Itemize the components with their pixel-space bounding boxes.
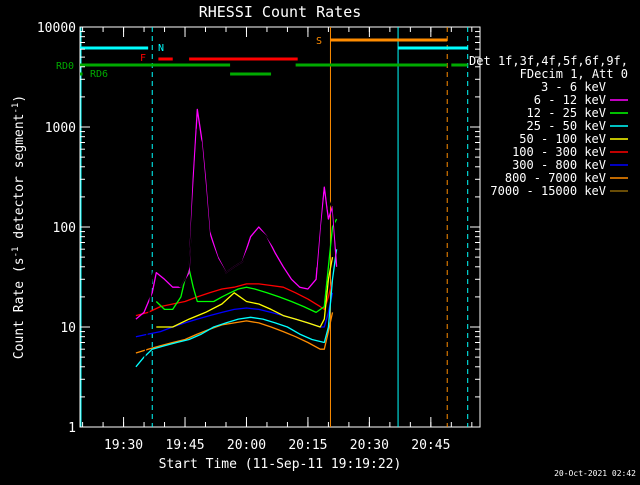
y-axis-label: Count Rate (s-1 detector segment-1)	[11, 95, 27, 359]
chart-title: RHESSI Count Rates	[199, 3, 362, 21]
series-line	[135, 312, 334, 354]
series-line	[135, 279, 334, 317]
x-tick-label: 19:30	[104, 438, 143, 453]
flag-label-f: F	[140, 53, 146, 64]
flag-label-s: S	[316, 36, 322, 47]
flag-label-n: N	[158, 43, 164, 54]
series-line	[156, 256, 334, 328]
plot-overlays: N S F RD0 RD6	[56, 27, 469, 427]
x-tick-label: 20:00	[227, 438, 266, 453]
y-axis-label-part: )	[12, 95, 27, 103]
legend-label: 7000 - 15000 keV	[490, 184, 606, 198]
x-tick-label: 20:30	[350, 438, 389, 453]
legend-header-line1: Det 1f,3f,4f,5f,6f,9f,	[469, 54, 628, 68]
y-axis: 1 10 100 1000 10000	[37, 21, 480, 436]
flag-label-rd6: RD6	[90, 69, 108, 80]
y-tick-label: 10000	[37, 21, 76, 36]
y-axis-label-part: detector segment	[12, 114, 27, 247]
legend-label: 300 - 800 keV	[512, 158, 606, 172]
legend-label: 6 - 12 keV	[534, 93, 606, 107]
series-layer	[135, 108, 338, 388]
legend-label: 25 - 50 keV	[527, 119, 606, 133]
flag-label-rd0: RD0	[56, 61, 74, 72]
y-axis-label-part: Count Rate (s	[12, 257, 27, 359]
legend-label: 100 - 300 keV	[512, 145, 606, 159]
series-line	[155, 218, 338, 314]
legend-header-line2: FDecim 1, Att 0	[520, 67, 628, 81]
x-axis-label: Start Time (11-Sep-11 19:19:22)	[159, 457, 402, 472]
x-tick-label: 20:45	[411, 438, 450, 453]
y-tick-label: 100	[53, 221, 76, 236]
legend-label: 800 - 7000 keV	[505, 171, 606, 185]
y-tick-label: 1	[68, 421, 76, 436]
footer-date: 20-Oct-2021 02:42	[554, 469, 636, 478]
y-axis-label-sup: -1	[11, 247, 21, 258]
series-line	[135, 128, 338, 388]
y-axis-label-sup: -1	[11, 103, 21, 114]
y-tick-label: 1000	[45, 121, 76, 136]
y-tick-label: 10	[60, 321, 76, 336]
x-tick-label: 19:45	[165, 438, 204, 453]
series-line	[135, 249, 338, 368]
legend: Det 1f,3f,4f,5f,6f,9f, FDecim 1, Att 0 3…	[469, 54, 628, 198]
legend-label: 3 - 6 keV	[541, 80, 606, 94]
legend-label: 12 - 25 keV	[527, 106, 606, 120]
x-tick-label: 20:15	[288, 438, 327, 453]
x-axis: 19:30 19:45 20:00 20:15 20:30 20:45	[82, 27, 473, 453]
legend-label: 50 - 100 keV	[519, 132, 606, 146]
